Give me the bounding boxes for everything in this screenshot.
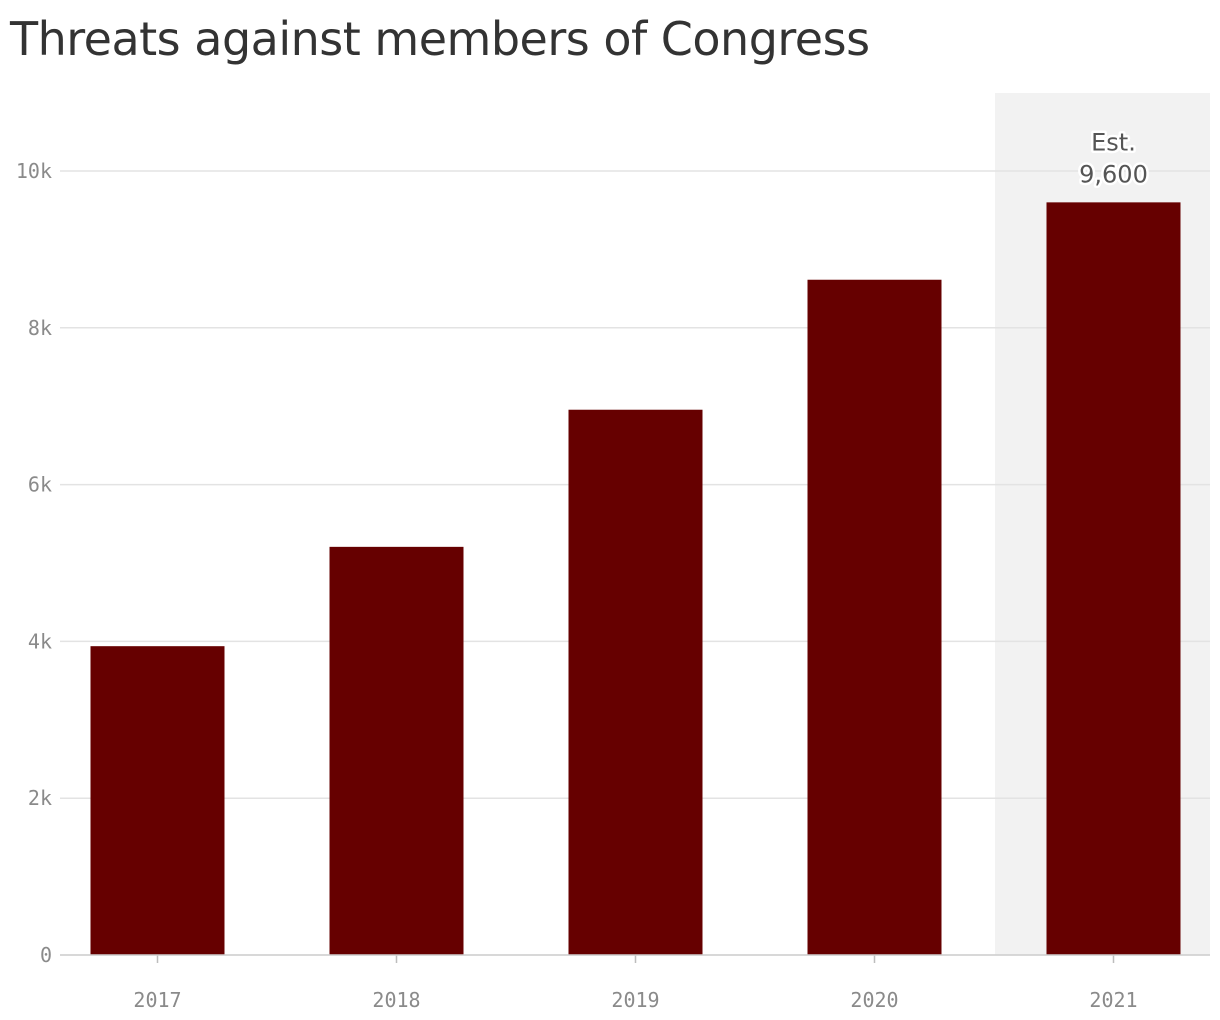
y-tick-label-2k: 2k: [28, 786, 52, 810]
x-tick-label-2019: 2019: [611, 988, 659, 1012]
annotation-est-label: Est.: [1091, 128, 1136, 156]
bar-2020: [807, 279, 942, 955]
x-tick-label-2020: 2020: [850, 988, 898, 1012]
y-tick-label-6k: 6k: [28, 473, 52, 497]
y-tick-label-4k: 4k: [28, 629, 52, 653]
bar-2018: [329, 546, 464, 955]
y-tick-label-8k: 8k: [28, 316, 52, 340]
x-tick-label-2021: 2021: [1089, 988, 1137, 1012]
bar-2019: [568, 409, 703, 955]
bar-2021: [1046, 202, 1181, 956]
y-tick-label-10k: 10k: [16, 159, 52, 183]
bar-2017: [90, 646, 225, 955]
y-tick-label-0: 0: [40, 943, 52, 967]
annotation-value-label: 9,600: [1079, 160, 1148, 188]
x-tick-label-2017: 2017: [133, 988, 181, 1012]
x-tick-label-2018: 2018: [372, 988, 420, 1012]
chart-title: Threats against members of Congress: [10, 12, 870, 66]
